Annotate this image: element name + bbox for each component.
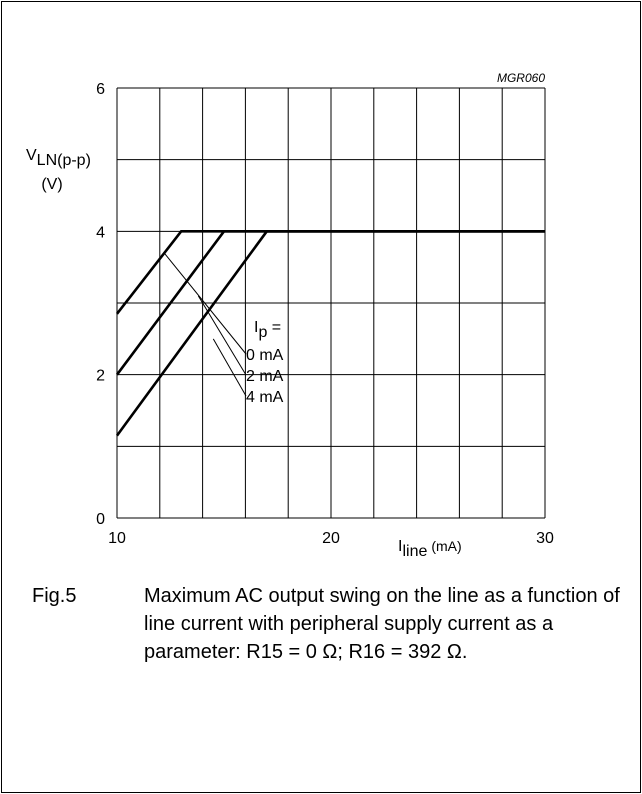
x-tick-label-0: 10 — [108, 530, 126, 547]
legend-leader-2 — [212, 338, 247, 397]
y-axis-label-main: V — [26, 147, 37, 164]
legend-entry-2: 4 mA — [246, 389, 284, 406]
y-tick-label-0: 0 — [96, 511, 105, 528]
caption-text: Maximum AC output swing on the line as a… — [144, 585, 620, 663]
y-axis-label: VLN(p-p) — [26, 147, 91, 169]
legend-title-sub: p — [258, 324, 267, 341]
grid — [116, 87, 546, 519]
series-line-2 — [115, 230, 545, 437]
legend-title-suffix: = — [267, 319, 281, 336]
legend-title: Ip = — [254, 319, 281, 341]
x-tick-label-1: 20 — [322, 530, 340, 547]
x-axis-label-main: I — [398, 538, 402, 555]
y-tick-label-2: 4 — [96, 224, 105, 241]
y-tick-label-3: 6 — [96, 81, 105, 98]
caption-number: Fig.5 — [32, 585, 77, 607]
x-tick-label-2: 30 — [536, 530, 554, 547]
x-axis-label-sub: line — [402, 543, 427, 560]
x-axis-label: Iline (mA) — [398, 538, 462, 560]
legend-leader-0 — [163, 252, 247, 355]
axis-text: MGR060 VLN(p-p) (V) Iline (mA) Ip = 0 mA … — [26, 71, 545, 560]
figure-code: MGR060 — [497, 71, 545, 85]
legend-leader-1 — [197, 295, 247, 376]
y-axis-unit: (V) — [41, 176, 62, 193]
chart: MGR060 VLN(p-p) (V) Iline (mA) Ip = 0 mA … — [26, 71, 554, 560]
y-tick-label-1: 2 — [96, 368, 105, 385]
series-layer — [115, 230, 545, 437]
y-axis-label-sub: LN(p-p) — [37, 152, 91, 169]
legend-leaders — [163, 252, 247, 397]
legend-title-main: I — [254, 319, 258, 336]
legend-entry-0: 0 mA — [246, 347, 284, 364]
legend-entry-1: 2 mA — [246, 368, 284, 385]
tick-labels: 0 2 4 6 10 20 30 — [96, 81, 554, 547]
x-axis-label-unit: (mA) — [431, 538, 461, 554]
